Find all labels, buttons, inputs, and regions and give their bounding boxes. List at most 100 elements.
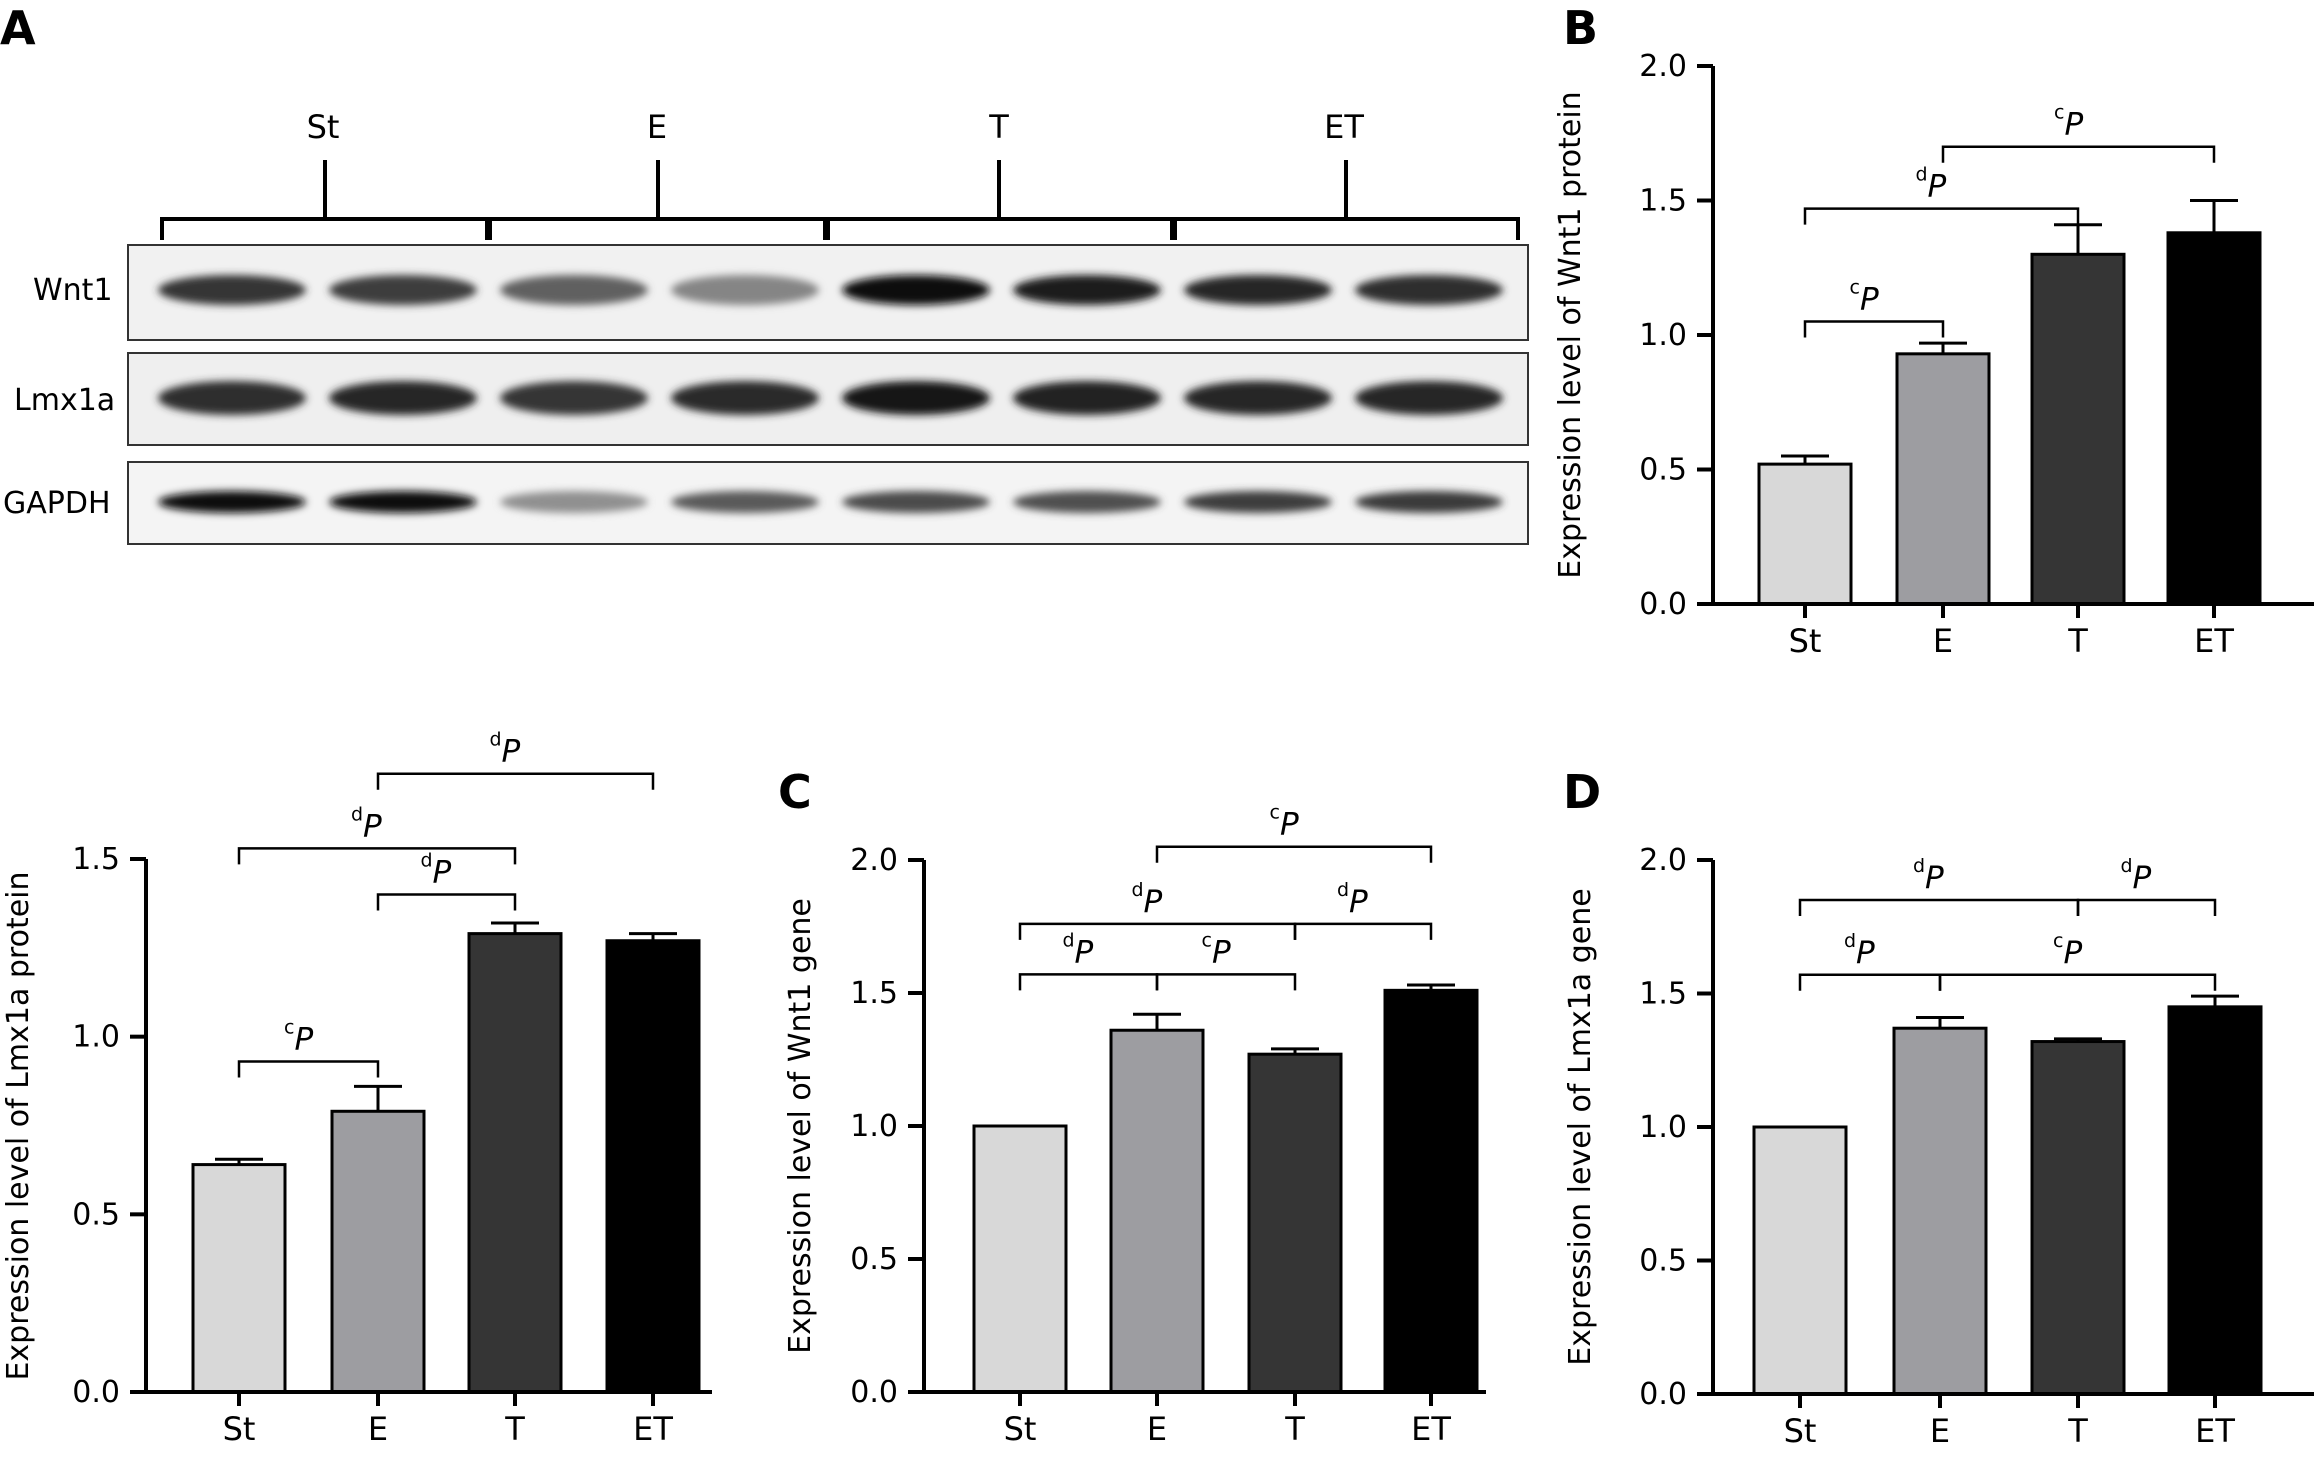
- significance-superscript-2: d: [1913, 855, 1925, 877]
- band-wnt1-lane-1: [158, 275, 306, 305]
- significance-bracket-2: [1018, 922, 1297, 940]
- y-tick-label-4: 2.0: [850, 843, 898, 878]
- significance-label-3: P: [502, 734, 521, 770]
- error-bar-t: [1271, 1047, 1319, 1055]
- blot-row-label-wnt1: Wnt1: [33, 273, 113, 308]
- significance-bracket-2: [1941, 145, 2216, 163]
- significance-label-0: P: [1860, 282, 1879, 318]
- y-tick-label-3: 1.5: [72, 842, 120, 877]
- significance-label-3: P: [2133, 860, 2152, 896]
- band-wnt1-lane-4: [671, 275, 819, 305]
- significance-superscript-2: d: [351, 803, 363, 825]
- y-tick-label-4: 2.0: [1639, 843, 1687, 878]
- panel-letter-c: C: [778, 765, 812, 819]
- bracket-e: [488, 160, 827, 240]
- band-lmx1a-lane-6: [1013, 381, 1161, 415]
- y-tick-label-3: 1.5: [850, 976, 898, 1011]
- significance-superscript-2: d: [1131, 879, 1143, 901]
- error-bar-et: [629, 932, 677, 941]
- band-gapdh-lane-3: [500, 491, 648, 513]
- significance-superscript-0: c: [1850, 277, 1860, 299]
- western-blot: St E T ET Wnt1 Lmx1a GAPDH: [3, 108, 1529, 545]
- significance-superscript-1: d: [420, 850, 432, 872]
- blot-group-label-st: St: [307, 108, 340, 146]
- bar-et: [2167, 1005, 2263, 1396]
- significance-superscript-3: d: [1337, 879, 1349, 901]
- panel-letter-d: D: [1563, 765, 1601, 819]
- significance-bracket-0: [1798, 973, 1942, 991]
- bar-e: [1892, 1026, 1988, 1396]
- significance-bracket-0: [1018, 973, 1159, 991]
- significance-label-2: P: [2065, 107, 2084, 143]
- y-tick-label-2: 1.0: [1639, 1110, 1687, 1145]
- significance-label-2: P: [363, 808, 382, 844]
- x-tick-label-e: E: [368, 1410, 388, 1448]
- panel-letter-a: A: [0, 1, 36, 55]
- y-tick-label-1: 0.5: [72, 1197, 120, 1232]
- bar-t: [2030, 252, 2126, 606]
- error-bar-e: [354, 1084, 402, 1112]
- band-gapdh-lane-1: [158, 491, 306, 513]
- y-tick-label-2: 1.0: [850, 1109, 898, 1144]
- error-bar-t: [491, 921, 539, 934]
- bar-t: [467, 932, 563, 1394]
- significance-bracket-1: [376, 893, 517, 911]
- y-axis-label: Expression level of Lmx1a protein: [1, 871, 36, 1380]
- significance-label-1: P: [433, 855, 452, 891]
- error-bar-e: [1919, 341, 1967, 354]
- blot-group-label-e: E: [647, 108, 667, 146]
- significance-superscript-0: d: [1062, 929, 1074, 951]
- significance-bracket-2: [237, 847, 517, 865]
- y-tick-label-1: 0.5: [850, 1242, 898, 1277]
- error-bar-t: [2054, 1037, 2102, 1042]
- bar-et: [1383, 988, 1479, 1394]
- band-gapdh-lane-2: [329, 491, 477, 513]
- significance-label-0: P: [295, 1022, 314, 1058]
- panel-letter-b: B: [1563, 1, 1598, 55]
- significance-label-1: P: [2064, 935, 2083, 971]
- y-tick-label-0: 0.0: [1639, 587, 1687, 622]
- band-lmx1a-lane-5: [842, 381, 990, 415]
- significance-bracket-3: [376, 772, 655, 790]
- band-gapdh-lane-4: [671, 491, 819, 513]
- bar-e: [330, 1109, 426, 1394]
- x-tick-label-st: St: [1784, 1412, 1817, 1450]
- band-wnt1-lane-7: [1184, 275, 1332, 305]
- significance-label-1: P: [1212, 934, 1231, 970]
- significance-label-1: P: [1928, 169, 1947, 205]
- error-bar-e: [1133, 1012, 1181, 1031]
- significance-superscript-1: d: [1915, 164, 1927, 186]
- band-lmx1a-lane-2: [329, 381, 477, 415]
- x-tick-label-t: T: [2067, 622, 2088, 660]
- bar-st: [972, 1124, 1068, 1394]
- band-lmx1a-lane-8: [1355, 381, 1503, 415]
- x-tick-label-st: St: [223, 1410, 256, 1448]
- y-tick-label-3: 1.5: [1639, 977, 1687, 1012]
- significance-label-3: P: [1349, 884, 1368, 920]
- bar-st: [1757, 462, 1853, 606]
- x-tick-label-et: ET: [1411, 1410, 1451, 1448]
- bar-st: [1752, 1125, 1848, 1396]
- error-bar-e: [1916, 1016, 1964, 1029]
- band-gapdh-lane-5: [842, 491, 990, 513]
- x-tick-label-t: T: [504, 1410, 525, 1448]
- band-wnt1-lane-6: [1013, 275, 1161, 305]
- significance-superscript-2: c: [2054, 102, 2064, 124]
- error-bar-t: [2054, 223, 2102, 255]
- y-tick-label-0: 0.0: [850, 1375, 898, 1410]
- significance-label-0: P: [1856, 935, 1875, 971]
- bar-st: [191, 1163, 287, 1394]
- band-wnt1-lane-3: [500, 275, 648, 305]
- error-bar-et: [1407, 983, 1455, 991]
- x-tick-label-e: E: [1147, 1410, 1167, 1448]
- band-wnt1-lane-2: [329, 275, 477, 305]
- band-wnt1-lane-5: [842, 275, 990, 305]
- x-tick-label-e: E: [1933, 622, 1953, 660]
- bar-e: [1895, 352, 1991, 606]
- significance-bracket-1: [1803, 207, 2080, 225]
- bar-e: [1109, 1028, 1205, 1394]
- x-tick-label-t: T: [2067, 1412, 2088, 1450]
- significance-bracket-0: [1803, 320, 1945, 338]
